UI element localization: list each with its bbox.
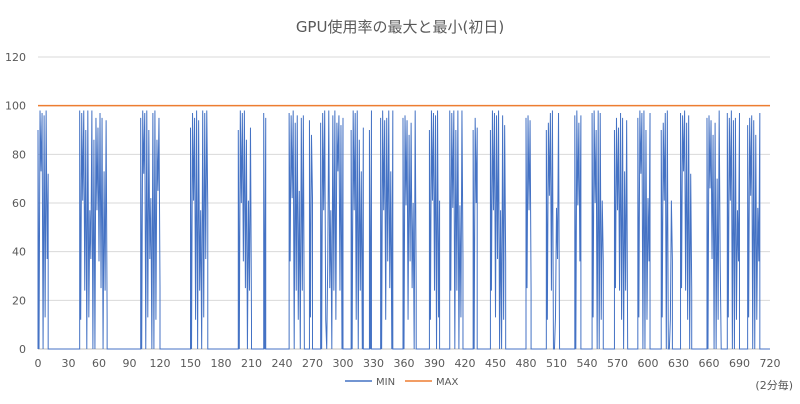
x-tick-label: 690 (729, 357, 750, 370)
x-tick-label: 0 (35, 357, 42, 370)
x-tick-label: 450 (485, 357, 506, 370)
y-tick-label: 120 (5, 51, 26, 64)
y-tick-label: 40 (12, 246, 26, 259)
x-axis-unit-note: (2分毎) (755, 379, 793, 392)
x-tick-label: 120 (150, 357, 171, 370)
x-tick-label: 360 (394, 357, 415, 370)
x-tick-label: 480 (516, 357, 537, 370)
x-tick-label: 60 (92, 357, 106, 370)
x-tick-label: 570 (607, 357, 628, 370)
chart-title: GPU使用率の最大と最小(初日) (296, 18, 504, 36)
x-tick-label: 330 (363, 357, 384, 370)
x-tick-label: 720 (760, 357, 781, 370)
x-tick-label: 210 (241, 357, 262, 370)
y-tick-label: 0 (19, 343, 26, 356)
y-tick-label: 60 (12, 197, 26, 210)
legend: MIN MAX (345, 377, 458, 388)
x-tick-label: 540 (577, 357, 598, 370)
x-tick-label: 30 (62, 357, 76, 370)
y-axis-ticks: 0 20 40 60 80 100 120 (5, 51, 26, 356)
x-tick-label: 150 (180, 357, 201, 370)
x-tick-label: 240 (272, 357, 293, 370)
series-line-min (37, 110, 770, 350)
y-tick-label: 100 (5, 100, 26, 113)
x-tick-label: 660 (699, 357, 720, 370)
y-tick-label: 20 (12, 294, 26, 307)
x-tick-label: 300 (333, 357, 354, 370)
series-group (37, 104, 770, 350)
x-tick-label: 510 (546, 357, 567, 370)
legend-label-max: MAX (436, 377, 458, 388)
x-tick-label: 600 (638, 357, 659, 370)
y-tick-label: 80 (12, 148, 26, 161)
x-tick-label: 420 (455, 357, 476, 370)
x-tick-label: 630 (668, 357, 689, 370)
x-tick-label: 270 (302, 357, 323, 370)
x-tick-label: 180 (211, 357, 232, 370)
legend-label-min: MIN (376, 377, 395, 388)
x-tick-label: 390 (424, 357, 445, 370)
x-tick-label: 90 (123, 357, 137, 370)
x-axis-ticks: 0 30 60 90 120 150 180 210 240 270 300 330 360 390 420… (35, 357, 781, 370)
